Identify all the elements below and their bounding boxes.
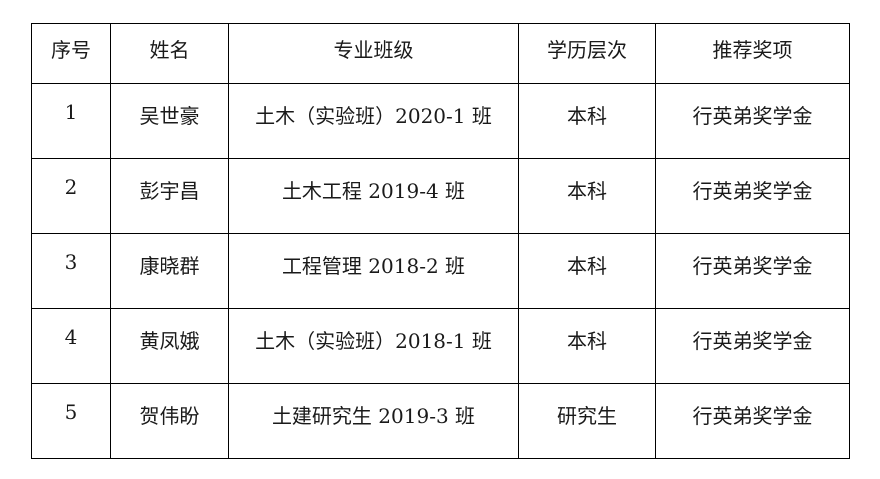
cell-award: 行英弟奖学金 xyxy=(655,158,850,234)
cell-class: 工程管理 2018-2 班 xyxy=(228,233,519,309)
cell-name: 康晓群 xyxy=(110,233,229,309)
cell-name: 彭宇昌 xyxy=(110,158,229,234)
cell-name: 贺伟盼 xyxy=(110,383,229,459)
table-row: 1 吴世豪 土木（实验班）2020-1 班本科 行英弟奖学金 xyxy=(31,83,850,159)
header-row: 序号 姓名 专业班级 学历层次 推荐奖项 xyxy=(31,23,850,84)
header-class: 专业班级 xyxy=(228,23,519,84)
cell-index: 1 xyxy=(31,83,111,159)
cell-class: 土木（实验班）2020-1 班 xyxy=(228,83,519,159)
cell-award: 行英弟奖学金 xyxy=(655,83,850,159)
header-award: 推荐奖项 xyxy=(655,23,850,84)
scholarship-table: 序号 姓名 专业班级 学历层次 推荐奖项 1 吴世豪 土木（实验班）2020-1 班… xyxy=(31,23,850,459)
cell-index: 5 xyxy=(31,383,111,459)
cell-class: 土木（实验班）2018-1 班 xyxy=(228,308,519,384)
cell-name: 吴世豪 xyxy=(110,83,229,159)
cell-degree: 研究生 xyxy=(518,383,656,459)
cell-class: 土建研究生 2019-3 班 xyxy=(228,383,519,459)
cell-award: 行英弟奖学金 xyxy=(655,383,850,459)
cell-award: 行英弟奖学金 xyxy=(655,233,850,309)
cell-class: 土木工程 2019-4 班 xyxy=(228,158,519,234)
table-row: 5 贺伟盼 土建研究生 2019-3 班研究生 行英弟奖学金 xyxy=(31,383,850,459)
cell-degree: 本科 xyxy=(518,233,656,309)
cell-index: 4 xyxy=(31,308,111,384)
cell-award: 行英弟奖学金 xyxy=(655,308,850,384)
table-row: 2 彭宇昌 土木工程 2019-4 班本科 行英弟奖学金 xyxy=(31,158,850,234)
header-name: 姓名 xyxy=(110,23,229,84)
table-row: 4 黄凤娥 土木（实验班）2018-1 班本科 行英弟奖学金 xyxy=(31,308,850,384)
header-index: 序号 xyxy=(31,23,111,84)
cell-name: 黄凤娥 xyxy=(110,308,229,384)
cell-index: 3 xyxy=(31,233,111,309)
cell-degree: 本科 xyxy=(518,83,656,159)
cell-index: 2 xyxy=(31,158,111,234)
table-row: 3 康晓群 工程管理 2018-2 班本科 行英弟奖学金 xyxy=(31,233,850,309)
cell-degree: 本科 xyxy=(518,158,656,234)
header-degree: 学历层次 xyxy=(518,23,656,84)
cell-degree: 本科 xyxy=(518,308,656,384)
